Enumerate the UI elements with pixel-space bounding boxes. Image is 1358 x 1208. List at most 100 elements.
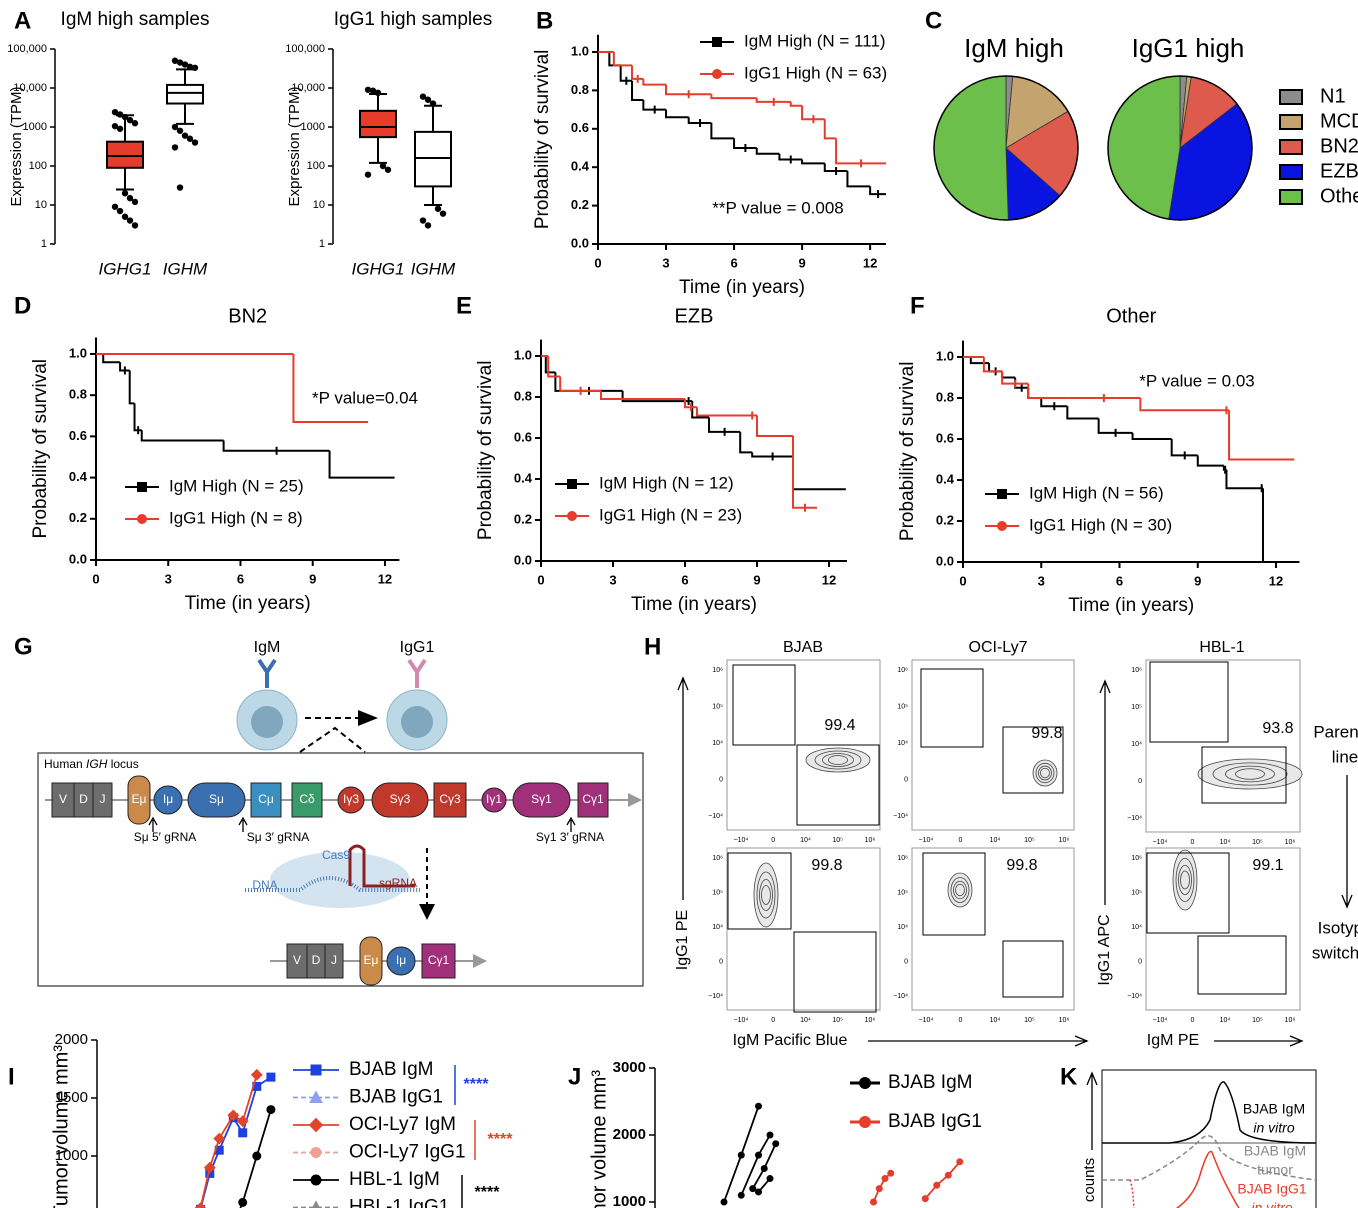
outlier: [111, 203, 119, 210]
histogram-label: BJAB IgG1: [1237, 1181, 1306, 1197]
survival-step: [665, 84, 712, 96]
survival-step: [119, 362, 130, 372]
y-tick-label: 0.0: [936, 553, 954, 568]
gate-percent: 99.1: [1252, 857, 1283, 874]
flow-y-tick-label: 10⁵: [712, 889, 723, 896]
contour: [761, 885, 771, 905]
flow-x-tick-label: −10⁴: [1153, 839, 1168, 846]
pie-outline: [1107, 75, 1253, 221]
segment: [291, 782, 323, 818]
contour: [950, 877, 970, 903]
marker: [875, 1185, 883, 1193]
segment-label: V: [59, 792, 67, 806]
panel-label: E: [456, 292, 472, 319]
survival-step: [1001, 371, 1016, 379]
marker: [944, 1171, 952, 1179]
survival-step: [710, 94, 757, 100]
marker: [310, 1147, 322, 1158]
outlier: [121, 190, 129, 197]
y-axis-label: Probability of survival: [475, 361, 496, 541]
flow-x-tick-label: 10⁶: [1285, 839, 1296, 846]
marker: [720, 1198, 728, 1206]
flow-x-tick-label: −10⁴: [734, 1017, 749, 1024]
flow-y-tick-label: 10⁴: [712, 740, 723, 747]
survival-step: [631, 80, 644, 101]
y-tick-label: 0.6: [514, 429, 532, 444]
flow-x-tick-label: 0: [771, 1017, 775, 1024]
nucleus: [401, 706, 433, 738]
flow-y-tick-label: −10⁴: [1127, 993, 1142, 1000]
y-tick-label: 100,000: [285, 43, 325, 55]
chart-title: Other: [1106, 305, 1156, 327]
contour: [814, 750, 862, 770]
survival-step: [292, 353, 369, 423]
contour: [1180, 870, 1190, 890]
result-arrow: [473, 954, 487, 968]
survival-step: [823, 119, 837, 140]
y-tick-label: 1.0: [571, 43, 589, 58]
histogram-y-label: counts: [1081, 1158, 1098, 1202]
flow-plot: [911, 847, 1075, 1011]
y-tick-label: 0.8: [69, 387, 87, 402]
outlier: [379, 162, 387, 170]
marker: [755, 1102, 762, 1110]
survival-step: [1027, 383, 1068, 399]
outlier: [176, 127, 184, 134]
flow-y-tick-label: −10⁴: [708, 813, 723, 820]
legend-label: BJAB IgM: [888, 1072, 972, 1093]
flow-y-tick-label: −10⁴: [1127, 815, 1142, 822]
marker: [749, 1185, 757, 1193]
survival-step: [982, 357, 1003, 373]
survival-step: [222, 440, 330, 452]
x-tick-label: 9: [309, 571, 316, 586]
flow-x-tick-label: −10⁴: [734, 837, 749, 844]
pie-slice: [933, 75, 1009, 221]
histogram-curve: [1129, 1179, 1135, 1208]
panel-label: B: [536, 7, 553, 34]
segment-label: Cγ1: [428, 953, 450, 967]
outlier: [126, 116, 134, 124]
marker: [870, 1198, 877, 1206]
flow-x-tick-label: 10⁴: [1220, 839, 1231, 846]
marker: [997, 489, 1007, 499]
flow-x-tick-label: 0: [959, 837, 963, 844]
significance-label: ****: [488, 1131, 514, 1148]
flow-y-tick-label: 10⁶: [1131, 667, 1142, 674]
grna-arrow: [238, 816, 248, 832]
outlier: [374, 89, 382, 97]
marker: [712, 37, 722, 47]
outlier: [191, 139, 199, 146]
segment-label: Cγ1: [582, 792, 604, 806]
cell-label: IgG1: [400, 639, 435, 656]
series-line: [199, 1074, 258, 1208]
survival-step: [665, 109, 689, 119]
marker: [933, 1181, 941, 1189]
legend-label: Other: [1320, 185, 1358, 207]
y-tick-label: 0.0: [514, 552, 532, 567]
flow-y-label: IgG1 PE: [674, 910, 691, 970]
box: [359, 109, 397, 139]
y-axis-label: Tumor volume mm³: [50, 1045, 72, 1208]
row-label: Parental: [1313, 722, 1358, 741]
y-axis-label: Probability of survival: [897, 362, 918, 542]
x-tick-label: 6: [681, 572, 688, 587]
outlier: [121, 113, 129, 121]
segment-label: Sγ1: [531, 792, 552, 806]
survival-step: [733, 138, 757, 149]
survival-step: [823, 163, 848, 173]
flow-x-tick-label: 0: [959, 1017, 963, 1024]
outlier: [181, 61, 189, 68]
outlier: [116, 111, 124, 118]
gate: [1197, 935, 1287, 995]
x-tick-label: 12: [1269, 573, 1283, 588]
y-tick-label: 2000: [55, 1031, 88, 1048]
legend-swatch: [1279, 89, 1303, 105]
sgrna: [348, 844, 415, 888]
contour: [756, 871, 776, 919]
flow-x-tick-label: 10⁵: [832, 1017, 843, 1024]
segment: [92, 782, 113, 818]
marker: [310, 1064, 322, 1076]
y-tick-label: 1000: [55, 1147, 88, 1164]
y-tick-label: 0.6: [571, 120, 589, 135]
flow-x-tick-label: 10⁵: [832, 837, 843, 844]
